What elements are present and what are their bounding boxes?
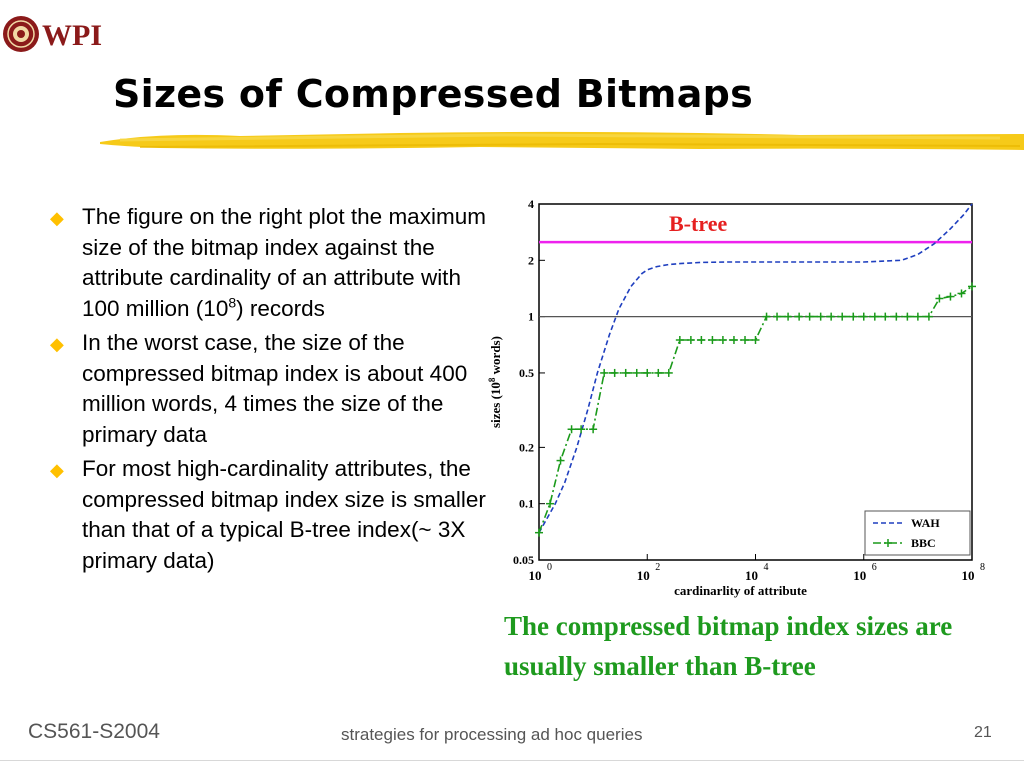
series-point-bbc bbox=[859, 312, 868, 321]
series-point-bbc bbox=[946, 292, 955, 301]
series-point-bbc bbox=[600, 368, 609, 377]
series-point-bbc bbox=[892, 312, 901, 321]
series-point-bbc bbox=[621, 368, 630, 377]
y-tick-label: 1 bbox=[528, 310, 534, 324]
series-point-bbc bbox=[849, 312, 858, 321]
series-point-bbc bbox=[567, 425, 576, 434]
y-tick-label: 0.5 bbox=[519, 366, 534, 380]
chart-caption: The compressed bitmap index sizes are us… bbox=[504, 611, 953, 681]
diamond-bullet-icon: ◆ bbox=[50, 460, 64, 480]
bitmap-size-chart: 0.05 0.1 0.2 0.5 1 2 4 10 0 10 2 10 4 10 6 10 8 cardinarl… bbox=[486, 186, 996, 608]
x-tick-label: 10 bbox=[853, 568, 866, 583]
bullet-text: In the worst case, the size of the compr… bbox=[82, 330, 468, 447]
series-point-bbc bbox=[751, 335, 760, 344]
slide-title: Sizes of Compressed Bitmaps bbox=[113, 72, 754, 116]
footer-subtitle: strategies for processing ad hoc queries bbox=[341, 725, 643, 744]
x-tick-exponent: 6 bbox=[872, 562, 877, 573]
series-point-bbc bbox=[718, 335, 727, 344]
series-point-bbc bbox=[784, 312, 793, 321]
bullet-item: ◆ In the worst case, the size of the com… bbox=[48, 328, 488, 450]
title-highlight-stroke bbox=[100, 120, 1024, 160]
bullet-item: ◆ The figure on the right plot the maxim… bbox=[48, 202, 488, 324]
y-axis-label: sizes (108 words) bbox=[487, 336, 503, 428]
x-tick-label: 10 bbox=[529, 568, 542, 583]
series-point-bbc bbox=[577, 425, 586, 434]
y-tick-label: 0.1 bbox=[519, 497, 534, 511]
series-point-bbc bbox=[535, 528, 543, 537]
footer-divider bbox=[0, 760, 1024, 761]
x-tick-label: 10 bbox=[745, 568, 758, 583]
series-point-bbc bbox=[881, 312, 890, 321]
series-point-bbc bbox=[664, 368, 673, 377]
series-point-bbc bbox=[762, 312, 771, 321]
bullet-text: The figure on the right plot the maximum… bbox=[82, 204, 486, 321]
bullet-text-end: ) records bbox=[236, 295, 325, 321]
legend-label-wah: WAH bbox=[911, 516, 940, 530]
x-tick-exponent: 4 bbox=[764, 562, 769, 573]
series-point-bbc bbox=[589, 425, 598, 434]
series-point-bbc bbox=[805, 312, 814, 321]
series-point-bbc bbox=[903, 312, 912, 321]
series-point-bbc bbox=[935, 294, 944, 303]
x-tick-exponent: 0 bbox=[547, 562, 552, 573]
plot-frame bbox=[538, 203, 973, 561]
series-point-bbc bbox=[654, 368, 663, 377]
bullet-list: ◆ The figure on the right plot the maxim… bbox=[48, 202, 488, 580]
series-point-bbc bbox=[838, 312, 847, 321]
series-point-bbc bbox=[686, 335, 695, 344]
x-tick-exponent: 8 bbox=[980, 562, 985, 573]
series-point-bbc bbox=[632, 368, 641, 377]
series-point-bbc bbox=[957, 289, 966, 298]
y-tick-label: 2 bbox=[528, 253, 534, 267]
series-point-bbc bbox=[697, 335, 706, 344]
legend-label-bbc: BBC bbox=[911, 536, 936, 550]
wpi-logo: WPI bbox=[2, 12, 102, 56]
logo-wordmark: WPI bbox=[42, 19, 102, 52]
series-point-bbc bbox=[610, 368, 619, 377]
page-number: 21 bbox=[974, 724, 992, 741]
series-point-bbc bbox=[924, 312, 933, 321]
y-tick-label: 0.2 bbox=[519, 440, 534, 454]
x-tick-label: 10 bbox=[962, 568, 975, 583]
series-point-bbc bbox=[870, 312, 879, 321]
x-tick-label: 10 bbox=[637, 568, 650, 583]
series-point-bbc bbox=[708, 335, 717, 344]
series-point-bbc bbox=[741, 335, 750, 344]
series-point-bbc bbox=[556, 456, 565, 465]
x-axis-label: cardinarlity of attribute bbox=[674, 583, 807, 598]
series-point-bbc bbox=[773, 312, 782, 321]
legend-box bbox=[864, 510, 971, 556]
series-point-bbc bbox=[968, 282, 976, 291]
diamond-bullet-icon: ◆ bbox=[50, 334, 64, 354]
series-point-bbc bbox=[729, 335, 738, 344]
series-point-bbc bbox=[675, 335, 684, 344]
bullet-text: For most high-cardinality attributes, th… bbox=[82, 456, 486, 573]
y-tick-label: 0.05 bbox=[513, 553, 534, 567]
series-point-bbc bbox=[913, 312, 922, 321]
btree-label: B-tree bbox=[669, 211, 727, 236]
series-point-bbc bbox=[546, 499, 555, 508]
course-label: CS561-S2004 bbox=[28, 720, 160, 743]
series-point-bbc bbox=[795, 312, 804, 321]
series-point-bbc bbox=[643, 368, 652, 377]
bullet-superscript: 8 bbox=[228, 294, 237, 310]
chart-svg: 0.05 0.1 0.2 0.5 1 2 4 10 0 10 2 10 4 10 6 10 8 cardinarl… bbox=[487, 197, 985, 598]
diamond-bullet-icon: ◆ bbox=[50, 208, 64, 228]
series-line-wah bbox=[538, 203, 973, 534]
y-tick-label: 4 bbox=[528, 197, 534, 211]
series-point-bbc bbox=[816, 312, 825, 321]
bullet-item: ◆ For most high-cardinality attributes, … bbox=[48, 454, 488, 576]
x-tick-exponent: 2 bbox=[655, 562, 660, 573]
series-point-bbc bbox=[827, 312, 836, 321]
